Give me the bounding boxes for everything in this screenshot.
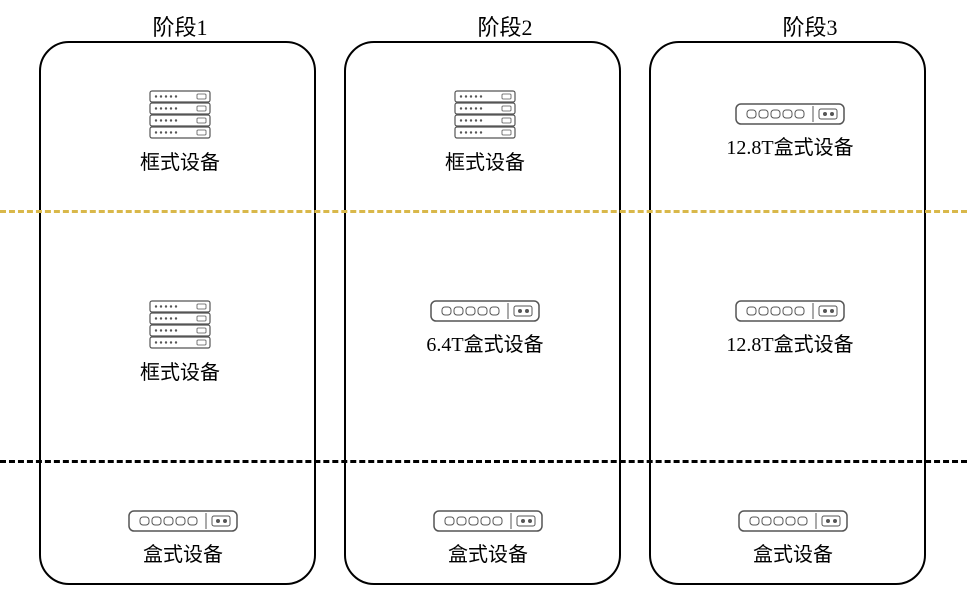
chassis-icon — [435, 90, 535, 140]
cell-s1r1: 框式设备 — [130, 90, 230, 175]
box-icon — [728, 510, 858, 532]
cell-s2r1: 框式设备 — [435, 90, 535, 175]
cell-s3r1: 12.8T盒式设备 — [705, 103, 875, 160]
cell-s3r2: 12.8T盒式设备 — [705, 300, 875, 357]
cell-s3r1-label: 12.8T盒式设备 — [705, 131, 875, 160]
stage1-title-text: 阶段1 — [152, 15, 207, 40]
divider-black — [0, 460, 967, 463]
stage3-title-text: 阶段3 — [782, 15, 837, 40]
cell-s3r2-label: 12.8T盒式设备 — [705, 328, 875, 357]
chassis-icon — [130, 300, 230, 350]
stage2-title-text: 阶段2 — [477, 15, 532, 40]
divider-yellow — [0, 210, 967, 213]
cell-s1r2: 框式设备 — [130, 300, 230, 385]
cell-s2r2: 6.4T盒式设备 — [405, 300, 565, 357]
box-icon — [423, 510, 553, 532]
stage1-title: 阶段1 — [130, 10, 230, 42]
stage2-title: 阶段2 — [455, 10, 555, 42]
cell-s1r3: 盒式设备 — [118, 510, 248, 567]
box-icon — [705, 103, 875, 125]
cell-s3r3: 盒式设备 — [728, 510, 858, 567]
cell-s2r2-label: 6.4T盒式设备 — [405, 328, 565, 357]
cell-s3r3-label: 盒式设备 — [728, 538, 858, 567]
cell-s2r3: 盒式设备 — [423, 510, 553, 567]
cell-s1r1-label: 框式设备 — [130, 146, 230, 175]
box-icon — [405, 300, 565, 322]
box-icon — [705, 300, 875, 322]
chassis-icon — [130, 90, 230, 140]
cell-s1r2-label: 框式设备 — [130, 356, 230, 385]
cell-s1r3-label: 盒式设备 — [118, 538, 248, 567]
cell-s2r3-label: 盒式设备 — [423, 538, 553, 567]
cell-s2r1-label: 框式设备 — [435, 146, 535, 175]
stage3-title: 阶段3 — [760, 10, 860, 42]
box-icon — [118, 510, 248, 532]
